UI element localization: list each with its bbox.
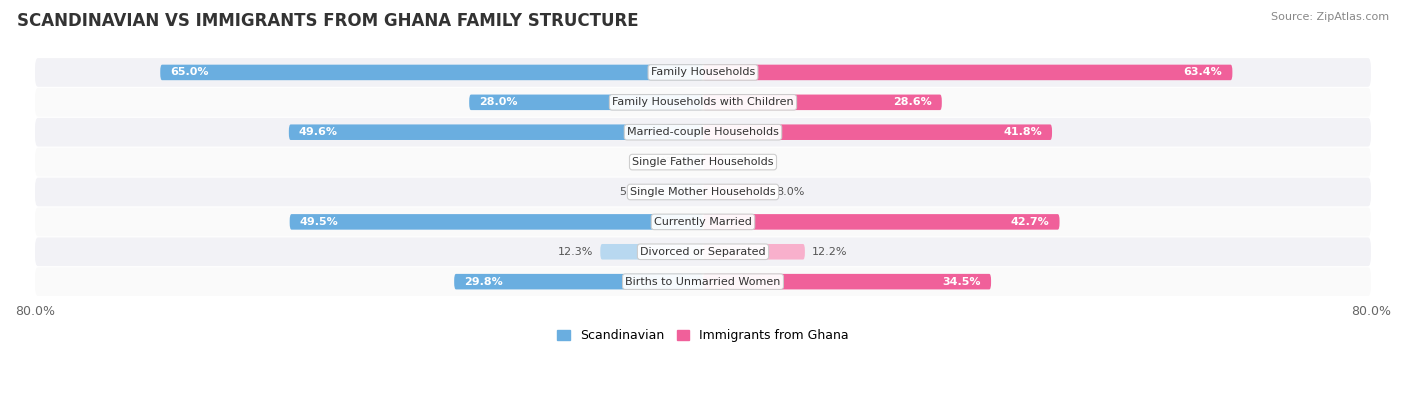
Legend: Scandinavian, Immigrants from Ghana: Scandinavian, Immigrants from Ghana [553,324,853,347]
Text: 2.4%: 2.4% [730,157,758,167]
Text: SCANDINAVIAN VS IMMIGRANTS FROM GHANA FAMILY STRUCTURE: SCANDINAVIAN VS IMMIGRANTS FROM GHANA FA… [17,12,638,30]
FancyBboxPatch shape [35,88,1371,117]
FancyBboxPatch shape [35,118,1371,147]
FancyBboxPatch shape [160,65,703,80]
Text: 28.0%: 28.0% [479,97,517,107]
FancyBboxPatch shape [35,178,1371,206]
FancyBboxPatch shape [454,274,703,290]
Text: 12.3%: 12.3% [558,247,593,257]
Text: Source: ZipAtlas.com: Source: ZipAtlas.com [1271,12,1389,22]
FancyBboxPatch shape [35,237,1371,266]
Text: 34.5%: 34.5% [942,276,981,287]
FancyBboxPatch shape [35,148,1371,177]
FancyBboxPatch shape [703,184,770,200]
FancyBboxPatch shape [703,94,942,110]
FancyBboxPatch shape [288,124,703,140]
FancyBboxPatch shape [703,214,1060,229]
Text: 5.8%: 5.8% [620,187,648,197]
Text: 49.6%: 49.6% [299,127,337,137]
FancyBboxPatch shape [683,154,703,170]
Text: 63.4%: 63.4% [1184,68,1222,77]
FancyBboxPatch shape [703,244,804,260]
Text: 2.4%: 2.4% [648,157,676,167]
FancyBboxPatch shape [470,94,703,110]
Text: Family Households: Family Households [651,68,755,77]
Text: 41.8%: 41.8% [1004,127,1042,137]
Text: 49.5%: 49.5% [299,217,339,227]
Text: 29.8%: 29.8% [464,276,503,287]
FancyBboxPatch shape [703,124,1052,140]
FancyBboxPatch shape [35,58,1371,87]
FancyBboxPatch shape [290,214,703,229]
Text: Married-couple Households: Married-couple Households [627,127,779,137]
Text: Divorced or Separated: Divorced or Separated [640,247,766,257]
FancyBboxPatch shape [35,267,1371,296]
Text: 28.6%: 28.6% [893,97,932,107]
Text: Births to Unmarried Women: Births to Unmarried Women [626,276,780,287]
Text: 42.7%: 42.7% [1011,217,1049,227]
FancyBboxPatch shape [600,244,703,260]
Text: 65.0%: 65.0% [170,68,208,77]
FancyBboxPatch shape [703,274,991,290]
FancyBboxPatch shape [655,184,703,200]
Text: 12.2%: 12.2% [811,247,846,257]
Text: Single Father Households: Single Father Households [633,157,773,167]
Text: 8.0%: 8.0% [776,187,804,197]
FancyBboxPatch shape [35,207,1371,236]
FancyBboxPatch shape [703,65,1233,80]
Text: Single Mother Households: Single Mother Households [630,187,776,197]
Text: Currently Married: Currently Married [654,217,752,227]
FancyBboxPatch shape [703,154,723,170]
Text: Family Households with Children: Family Households with Children [612,97,794,107]
